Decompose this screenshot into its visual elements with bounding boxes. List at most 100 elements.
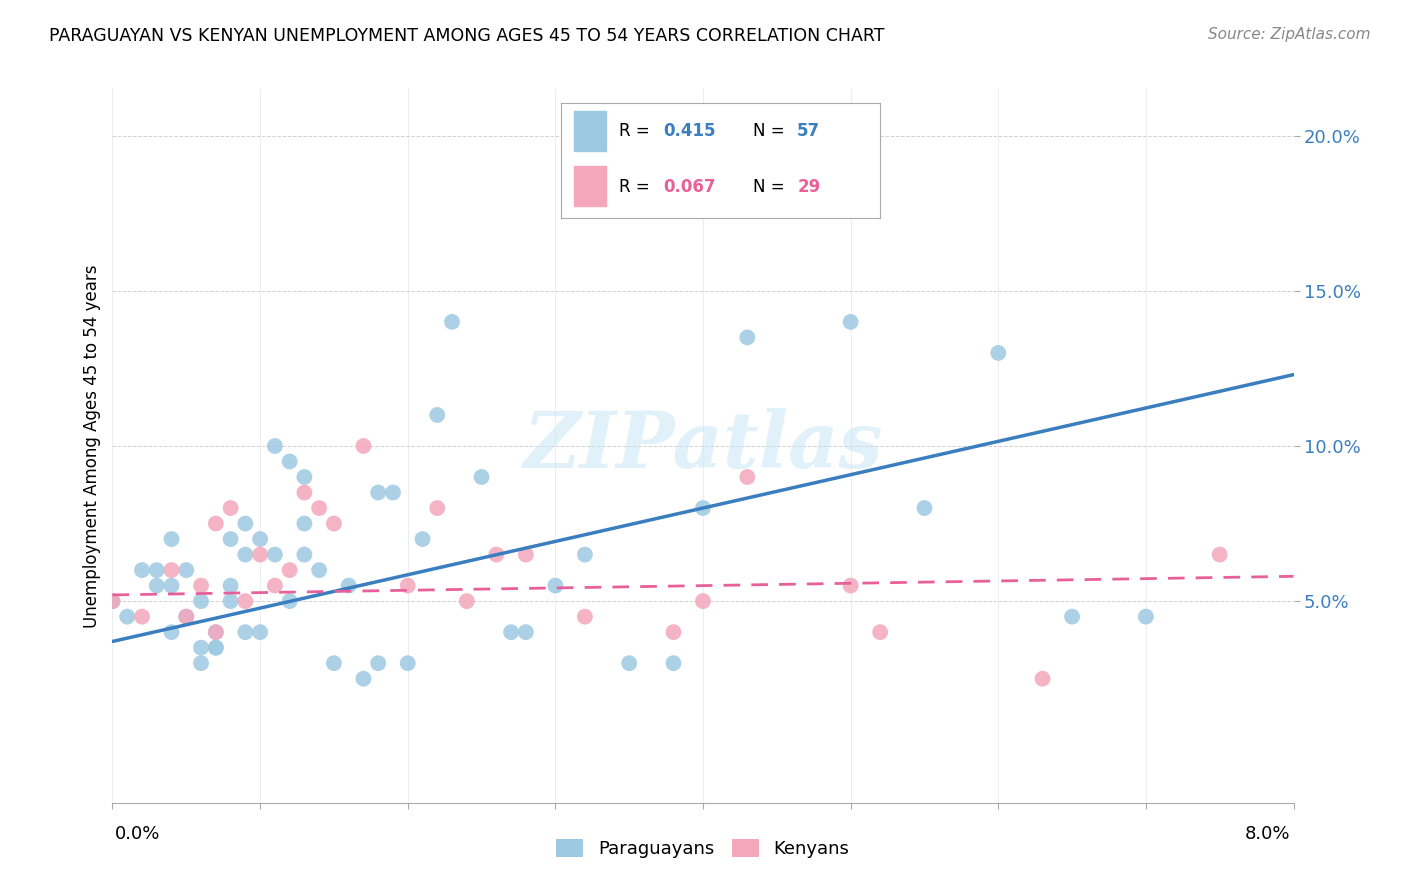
Point — [456, 594, 478, 608]
Point — [264, 439, 287, 453]
Point — [574, 548, 596, 562]
Point — [1135, 609, 1157, 624]
Point — [219, 594, 242, 608]
Text: 57: 57 — [797, 122, 820, 140]
Bar — [574, 112, 606, 152]
Point — [367, 485, 389, 500]
Point — [101, 594, 124, 608]
Legend: Paraguayans, Kenyans: Paraguayans, Kenyans — [550, 831, 856, 865]
Point — [412, 532, 434, 546]
Text: R =: R = — [619, 178, 655, 196]
Point — [233, 548, 256, 562]
Point — [471, 470, 494, 484]
Text: Source: ZipAtlas.com: Source: ZipAtlas.com — [1208, 27, 1371, 42]
Point — [737, 330, 759, 344]
Point — [205, 625, 228, 640]
Point — [367, 656, 389, 670]
Point — [233, 594, 256, 608]
Point — [292, 485, 315, 500]
Point — [1062, 609, 1084, 624]
Point — [619, 656, 641, 670]
Point — [264, 579, 287, 593]
Point — [337, 579, 360, 593]
Text: 8.0%: 8.0% — [1246, 825, 1291, 843]
Point — [205, 625, 228, 640]
Point — [692, 594, 714, 608]
Point — [249, 532, 271, 546]
Point — [501, 625, 523, 640]
Point — [515, 625, 537, 640]
Point — [987, 346, 1010, 360]
Point — [146, 563, 169, 577]
Point — [160, 532, 183, 546]
Point — [544, 579, 567, 593]
Point — [160, 625, 183, 640]
Bar — [574, 166, 606, 206]
Point — [117, 609, 138, 624]
Point — [174, 609, 197, 624]
Point — [174, 609, 197, 624]
Point — [574, 609, 596, 624]
Point — [352, 439, 374, 453]
Point — [205, 516, 228, 531]
Point — [219, 501, 242, 516]
Point — [190, 594, 212, 608]
Point — [233, 516, 256, 531]
Point — [233, 625, 256, 640]
Point — [662, 625, 685, 640]
Point — [662, 656, 685, 670]
Point — [352, 672, 374, 686]
Point — [205, 640, 228, 655]
Point — [515, 548, 537, 562]
Text: R =: R = — [619, 122, 655, 140]
Point — [205, 640, 228, 655]
Point — [692, 501, 714, 516]
Point — [146, 579, 169, 593]
Point — [588, 160, 610, 174]
Point — [190, 656, 212, 670]
Point — [174, 563, 197, 577]
Y-axis label: Unemployment Among Ages 45 to 54 years: Unemployment Among Ages 45 to 54 years — [83, 264, 101, 628]
Point — [219, 532, 242, 546]
Point — [278, 594, 301, 608]
Point — [323, 516, 346, 531]
Point — [278, 454, 301, 468]
Text: N =: N = — [752, 178, 790, 196]
Point — [219, 579, 242, 593]
Point — [839, 315, 862, 329]
Point — [426, 408, 449, 422]
Point — [278, 563, 301, 577]
Point — [737, 470, 759, 484]
Point — [441, 315, 464, 329]
Point — [308, 501, 330, 516]
Point — [396, 579, 419, 593]
Text: 0.0%: 0.0% — [115, 825, 160, 843]
Point — [869, 625, 891, 640]
Point — [264, 548, 287, 562]
Point — [485, 548, 508, 562]
Point — [914, 501, 936, 516]
Point — [308, 563, 330, 577]
Point — [1032, 672, 1054, 686]
Point — [101, 594, 124, 608]
Point — [249, 548, 271, 562]
Text: 0.415: 0.415 — [664, 122, 716, 140]
Point — [131, 609, 153, 624]
Point — [323, 656, 346, 670]
Text: 29: 29 — [797, 178, 821, 196]
Text: ZIPatlas: ZIPatlas — [523, 408, 883, 484]
Point — [292, 516, 315, 531]
Point — [292, 470, 315, 484]
Point — [160, 579, 183, 593]
Text: PARAGUAYAN VS KENYAN UNEMPLOYMENT AMONG AGES 45 TO 54 YEARS CORRELATION CHART: PARAGUAYAN VS KENYAN UNEMPLOYMENT AMONG … — [49, 27, 884, 45]
Point — [190, 579, 212, 593]
Text: 0.067: 0.067 — [664, 178, 716, 196]
Point — [249, 625, 271, 640]
Point — [839, 579, 862, 593]
Point — [160, 563, 183, 577]
Point — [382, 485, 405, 500]
Point — [131, 563, 153, 577]
Point — [1208, 548, 1232, 562]
Point — [426, 501, 449, 516]
Point — [190, 640, 212, 655]
